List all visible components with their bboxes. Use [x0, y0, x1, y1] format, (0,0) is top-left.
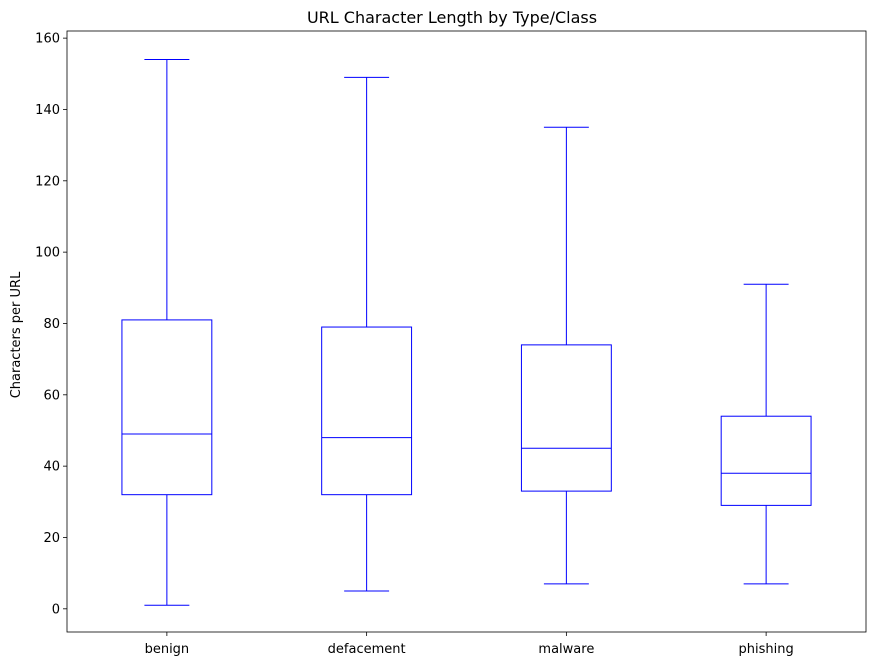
y-tick-label-80: 80 — [43, 317, 60, 332]
box-phishing — [720, 415, 812, 506]
y-axis-label: Characters per URL — [9, 271, 24, 398]
y-tick-label-140: 140 — [35, 103, 60, 118]
y-tick-label-20: 20 — [43, 531, 60, 546]
box-benign — [121, 319, 213, 496]
x-tick-label-malware: malware — [538, 642, 594, 657]
box-defacement — [321, 326, 413, 496]
x-tick-label-phishing: phishing — [739, 642, 794, 657]
plot-area: 0 20 40 60 80 100 120 140 160 benign defacement mal… — [35, 30, 867, 657]
y-tick-label-0: 0 — [52, 602, 60, 617]
x-tick-label-defacement: defacement — [328, 642, 406, 657]
y-tick-label-40: 40 — [43, 460, 60, 475]
chart-title: URL Character Length by Type/Class — [307, 8, 597, 27]
y-tick-label-100: 100 — [35, 246, 60, 261]
box-malware — [520, 344, 612, 492]
y-tick-label-160: 160 — [35, 32, 60, 47]
y-tick-label-60: 60 — [43, 388, 60, 403]
axes-frame — [66, 30, 867, 633]
x-tick-label-benign: benign — [145, 642, 190, 657]
y-tick-label-120: 120 — [35, 174, 60, 189]
